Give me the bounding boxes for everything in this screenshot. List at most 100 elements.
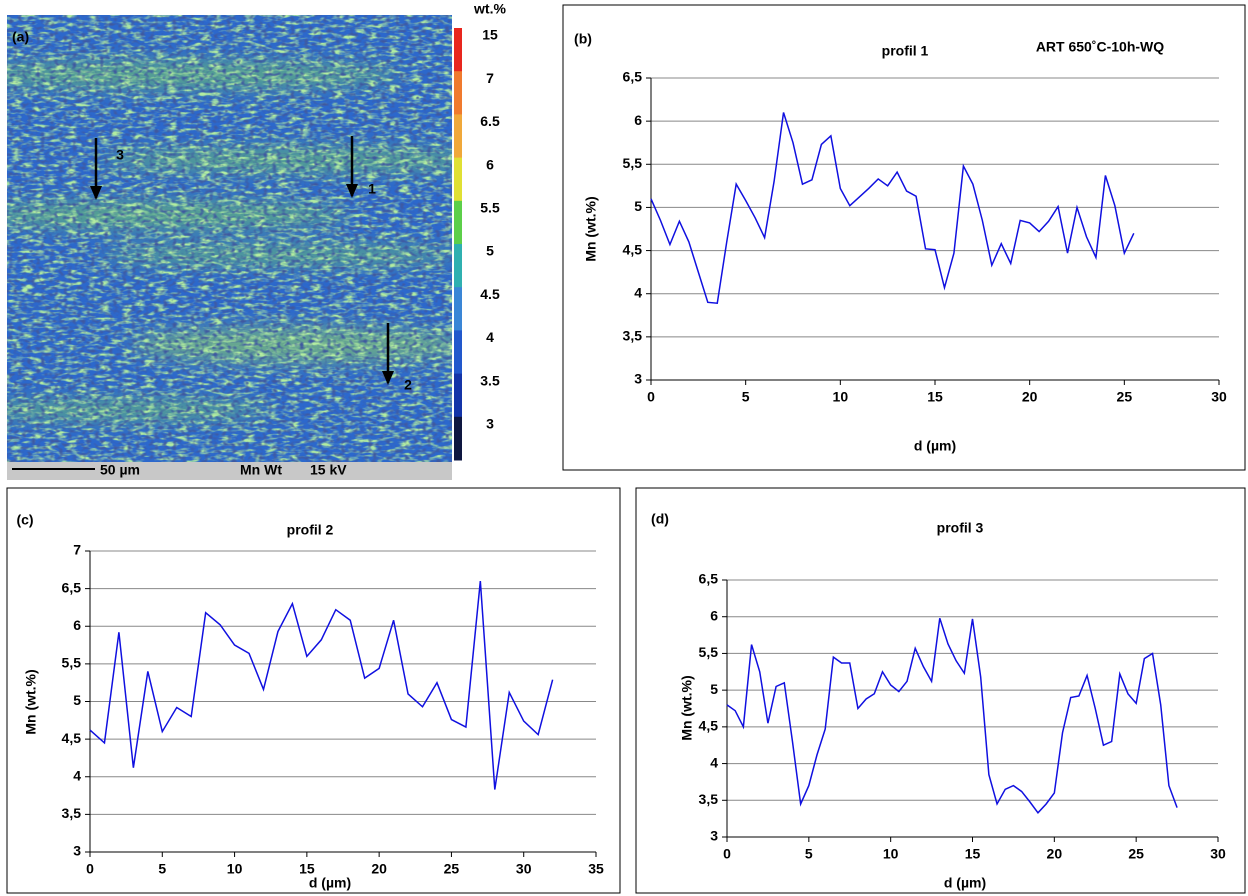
y-tick-label: 5,5	[699, 644, 719, 660]
colorbar-label: 15	[482, 27, 498, 43]
colorbar-segment	[454, 114, 462, 159]
colorbar-segment	[454, 157, 462, 202]
colorbar-label: 6	[486, 156, 494, 172]
x-tick-label: 20	[1022, 389, 1038, 405]
y-tick-label: 6,5	[623, 69, 643, 85]
panel-label: (a)	[12, 29, 29, 45]
colorbar-segment	[454, 416, 462, 461]
y-tick-label: 4	[710, 754, 718, 770]
x-axis-label: d (µm)	[944, 875, 986, 891]
chart-title: profil 1	[882, 43, 929, 59]
y-tick-label: 5	[634, 198, 642, 214]
colorbar-title: wt.%	[473, 1, 506, 17]
arrow-head	[382, 371, 394, 385]
x-tick-label: 5	[158, 861, 166, 877]
x-axis-label: d (µm)	[309, 875, 351, 891]
x-tick-label: 25	[1117, 389, 1133, 405]
x-tick-label: 0	[723, 846, 731, 862]
y-tick-label: 3,5	[62, 805, 82, 821]
x-tick-label: 15	[965, 846, 981, 862]
colorbar-segment	[454, 200, 462, 245]
y-tick-label: 3,5	[699, 791, 719, 807]
colorbar-segment	[454, 287, 462, 331]
x-tick-label: 25	[1128, 846, 1144, 862]
map-annotation: 2	[404, 377, 412, 393]
y-tick-label: 3,5	[623, 328, 643, 344]
map-image	[7, 15, 452, 462]
y-tick-label: 6	[634, 112, 642, 128]
y-tick-label: 4,5	[62, 730, 82, 746]
data-line	[726, 617, 1178, 814]
colorbar-label: 4	[486, 329, 494, 345]
x-axis-label: d (µm)	[914, 438, 956, 454]
y-tick-label: 4,5	[699, 718, 719, 734]
colorbar-label: 3	[486, 416, 494, 432]
x-tick-label: 20	[1047, 846, 1063, 862]
map-footer-text: 50 µm	[100, 462, 140, 478]
x-tick-label: 10	[833, 389, 849, 405]
y-axis-label: Mn (wt.%)	[583, 196, 599, 261]
map-annotation: 3	[116, 147, 124, 163]
colorbar-segment	[454, 330, 462, 375]
y-axis-label: Mn (wt.%)	[679, 675, 695, 740]
y-tick-label: 3	[634, 371, 642, 387]
colorbar-label: 4.5	[480, 286, 500, 302]
y-tick-label: 4	[634, 284, 642, 300]
y-tick-label: 7	[73, 542, 81, 558]
panel-frame	[562, 4, 1246, 471]
colorbar-segment	[454, 373, 462, 418]
colorbar-label: 7	[486, 70, 494, 86]
x-tick-label: 5	[805, 846, 813, 862]
y-tick-label: 6,5	[699, 571, 719, 587]
x-tick-label: 0	[647, 389, 655, 405]
y-tick-label: 6	[73, 617, 81, 633]
chart-title: profil 2	[287, 522, 334, 538]
colorbar-label: 3.5	[480, 372, 500, 388]
colorbar-label: 5	[486, 243, 494, 259]
y-tick-label: 5,5	[62, 655, 82, 671]
x-tick-label: 10	[883, 846, 899, 862]
x-tick-label: 0	[86, 861, 94, 877]
map-footer	[7, 462, 452, 480]
panel-frame	[6, 487, 621, 894]
arrow-head	[346, 184, 358, 198]
x-tick-label: 30	[1211, 389, 1227, 405]
colorbar-segment	[454, 28, 462, 72]
map-footer-text: Mn Wt	[240, 462, 282, 478]
y-tick-label: 3	[73, 843, 81, 859]
panel-label: (c)	[16, 512, 33, 528]
panel-frame	[635, 487, 1246, 894]
colorbar-segment	[454, 71, 462, 115]
colorbar-label: 6.5	[480, 113, 500, 129]
chart-subtitle: ART 650˚C-10h-WQ	[1036, 39, 1164, 55]
x-tick-label: 20	[371, 861, 387, 877]
y-tick-label: 4	[73, 767, 81, 783]
y-tick-label: 3	[710, 828, 718, 844]
y-tick-label: 5	[710, 681, 718, 697]
chart-title: profil 3	[937, 520, 984, 536]
panel-label: (b)	[574, 31, 592, 47]
x-tick-label: 30	[516, 861, 532, 877]
map-annotation: 1	[368, 181, 376, 197]
data-line	[650, 112, 1135, 305]
x-tick-label: 10	[227, 861, 243, 877]
y-tick-label: 6	[710, 607, 718, 623]
panel-label: (d)	[651, 511, 669, 527]
arrow-head	[90, 186, 102, 200]
map-footer-text: 15 kV	[310, 462, 347, 478]
colorbar-segment	[454, 244, 462, 288]
x-tick-label: 30	[1210, 846, 1226, 862]
y-tick-label: 5	[73, 692, 81, 708]
data-line	[89, 581, 554, 790]
x-tick-label: 15	[299, 861, 315, 877]
x-tick-label: 35	[588, 861, 604, 877]
x-tick-label: 5	[742, 389, 750, 405]
y-tick-label: 5,5	[623, 155, 643, 171]
colorbar-label: 5.5	[480, 200, 500, 216]
x-tick-label: 25	[444, 861, 460, 877]
x-tick-label: 15	[927, 389, 943, 405]
y-axis-label: Mn (wt.%)	[23, 669, 39, 734]
y-tick-label: 6,5	[62, 579, 82, 595]
y-tick-label: 4,5	[623, 241, 643, 257]
